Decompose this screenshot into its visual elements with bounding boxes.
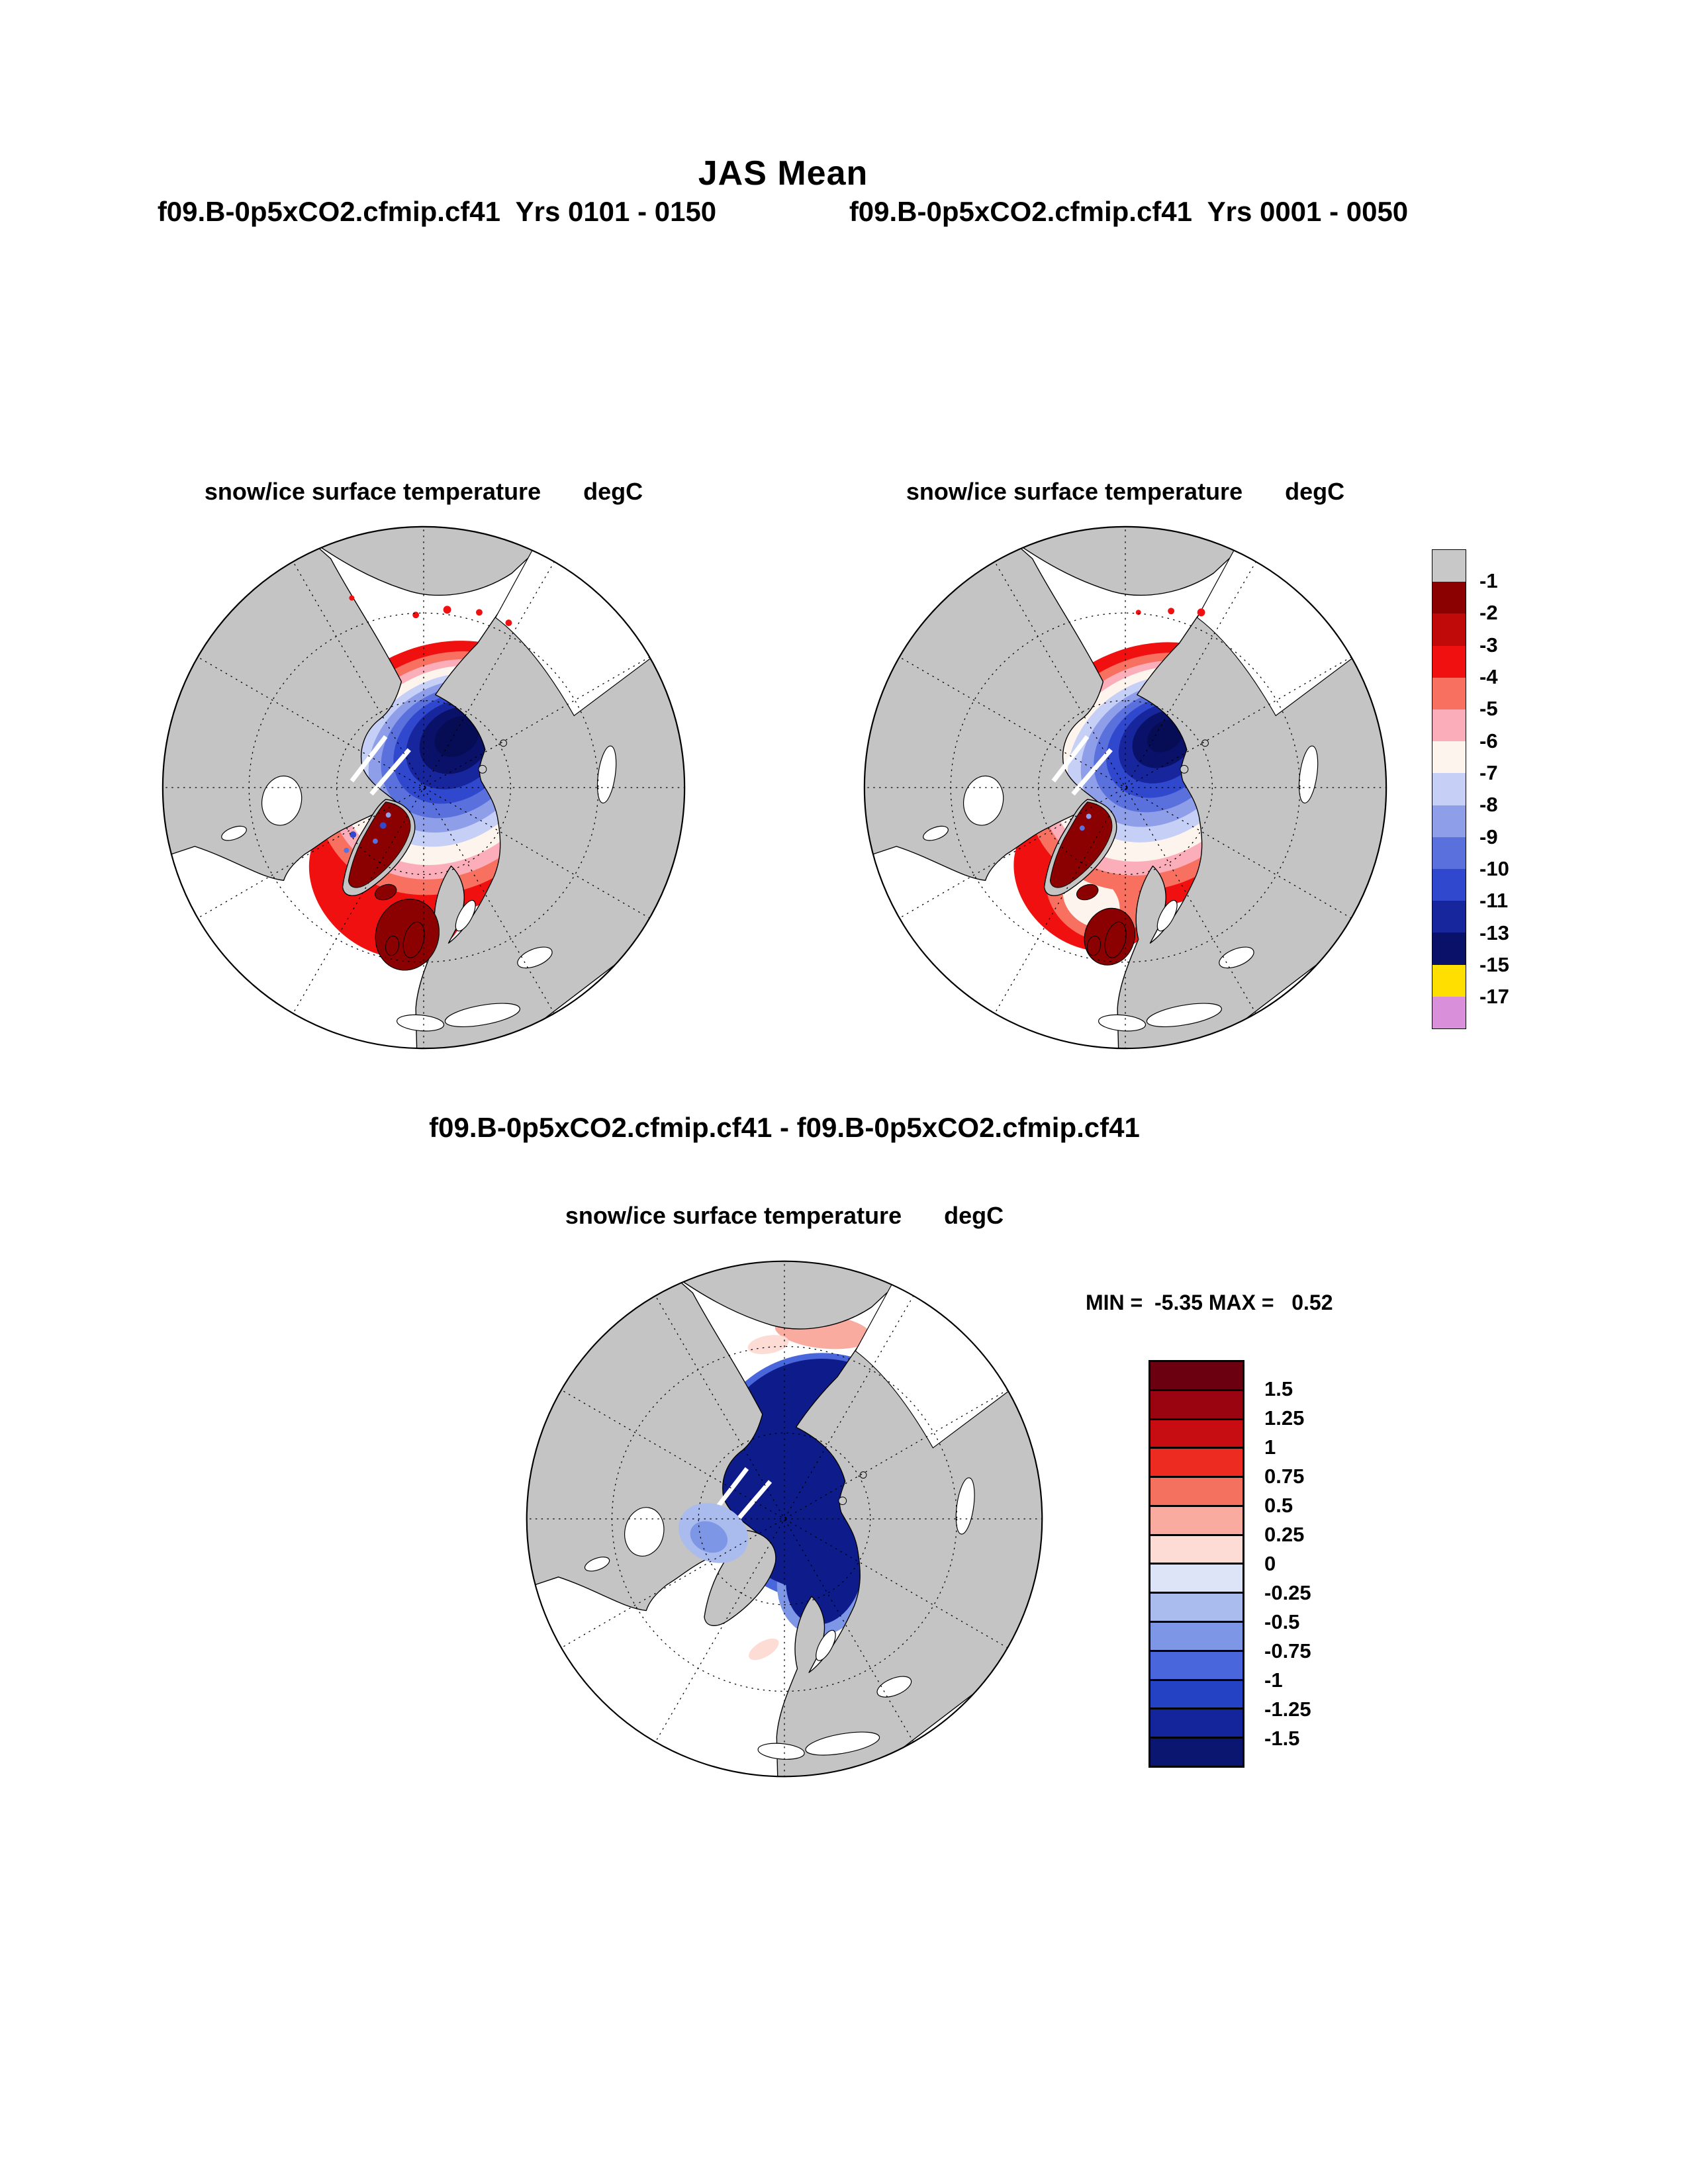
coastal-red-fringe [1135,608,1205,617]
map-outline [863,525,1387,1050]
colorbar-cell [1149,1707,1244,1739]
baffin-blue-specks [344,831,357,853]
colorbar-cell [1149,1476,1244,1507]
variable-units: degC [944,1202,1004,1229]
case-title-right: f09.B-0p5xCO2.cfmip.cf41 Yrs 0001 - 0050 [849,196,1409,227]
case-title-left: f09.B-0p5xCO2.cfmip.cf41 Yrs 0101 - 0150 [157,196,717,227]
colorbar-cell [1432,869,1466,901]
colorbar-label: -5 [1479,697,1498,721]
variable-name: snow/ice surface temperature [906,478,1243,505]
colorbar-cell [1432,964,1466,997]
colorbar-cell [1149,1592,1244,1623]
greenland-data-overlay [1049,801,1113,888]
colorbar-label: -6 [1479,729,1498,752]
colorbar-label: 1.5 [1264,1377,1293,1400]
colorbar-label: -9 [1479,825,1498,848]
colorbar-label: -1 [1479,569,1498,593]
colorbar-label: 0 [1264,1552,1276,1575]
greenland-data-overlay [348,801,411,888]
arctic-islands [1180,739,1209,774]
colorbar-label: 1 [1264,1435,1276,1459]
map-outline [526,1260,1043,1778]
colorbar-cell [1432,837,1466,870]
colorbar-label: 0.25 [1264,1523,1305,1546]
map-first-period [156,520,692,1056]
iceland [375,884,397,901]
minmax-readout: MIN = -5.35 MAX = 0.52 [1086,1291,1333,1314]
map-title-left: snow/ice surface temperature degC [156,478,692,506]
colorbar-label: 1.25 [1264,1406,1305,1430]
colorbar-cell [1149,1737,1244,1768]
map-outline [162,525,686,1050]
colorbar-cell [1149,1563,1244,1594]
colorbar-label: -1 [1264,1668,1283,1692]
arctic-islands [838,1471,867,1506]
colorbar-cell [1432,614,1466,646]
colorbar-label: -11 [1479,889,1509,913]
colorbar-cell [1149,1533,1244,1565]
iceland [1076,884,1099,901]
colorbar-cell [1149,1649,1244,1681]
colorbar-label: -15 [1479,953,1509,977]
colorbar-label: -17 [1479,985,1509,1009]
colorbar-labels: -1 -2 -3 -4 -5 -6 -7 -8 -9 -10 -11 -13 -15 -17 [1479,549,1509,1029]
variable-name: snow/ice surface temperature [204,478,541,505]
colorbar-label: -1.5 [1264,1727,1300,1750]
colorbar-label: -1.25 [1264,1698,1311,1721]
colorbar-cell [1432,805,1466,837]
colorbar-temperature: -1 -2 -3 -4 -5 -6 -7 -8 -9 -10 -11 -13 -15 -17 [1432,549,1509,1029]
colorbar-label: -2 [1479,601,1498,625]
colorbar-cell [1432,901,1466,933]
colorbar-cell [1149,1621,1244,1652]
colorbar-cell [1432,933,1466,965]
colorbar-cell [1432,582,1466,614]
arctic-islands [478,739,507,774]
colorbar-cell [1432,773,1466,805]
colorbar-label: -4 [1479,665,1498,689]
variable-units: degC [1285,478,1345,505]
colorbar-difference: 1.5 1.25 1 0.75 0.5 0.25 0 -0.25 -0.5 -0.75 -1 -1.2… [1149,1360,1311,1768]
cooling-patch-overlay [678,1503,749,1563]
colorbar-label: -8 [1479,793,1498,817]
colorbar-labels: 1.5 1.25 1 0.75 0.5 0.25 0 -0.25 -0.5 -0.75 -1 -1.2… [1264,1360,1311,1768]
colorbar-cell [1149,1388,1244,1420]
variable-units: degC [583,478,643,505]
colorbar-label: -0.25 [1264,1581,1311,1604]
colorbar-cells [1149,1360,1244,1768]
colorbar-cell [1432,741,1466,774]
variable-name: snow/ice surface temperature [565,1202,902,1229]
colorbar-label: -0.5 [1264,1610,1300,1633]
colorbar-label: 0.75 [1264,1465,1305,1488]
colorbar-cell [1432,709,1466,742]
colorbar-cell [1149,1360,1244,1391]
colorbar-cell [1432,550,1466,582]
colorbar-cell [1432,645,1466,678]
map-second-period [857,520,1393,1056]
map-title-difference: snow/ice surface temperature degC [520,1202,1049,1230]
uk-data-overlay [375,898,440,971]
colorbar-label: -3 [1479,633,1498,657]
colorbar-label: -7 [1479,761,1498,785]
colorbar-cell [1149,1447,1244,1479]
colorbar-cell [1432,677,1466,710]
colorbar-label: -10 [1479,857,1509,881]
uk-data-overlay [1084,907,1136,966]
colorbar-label: 0.5 [1264,1494,1293,1517]
colorbar-cell [1149,1504,1244,1536]
colorbar-label: -13 [1479,921,1509,944]
colorbar-label: -0.75 [1264,1639,1311,1662]
colorbar-cell [1432,996,1466,1029]
colorbar-cell [1149,1678,1244,1710]
page-title: JAS Mean [698,154,868,193]
difference-title: f09.B-0p5xCO2.cfmip.cf41 - f09.B-0p5xCO2… [429,1112,1140,1143]
map-title-right: snow/ice surface temperature degC [857,478,1393,506]
map-difference [520,1254,1049,1784]
colorbar-cells [1432,549,1466,1029]
colorbar-cell [1149,1418,1244,1449]
